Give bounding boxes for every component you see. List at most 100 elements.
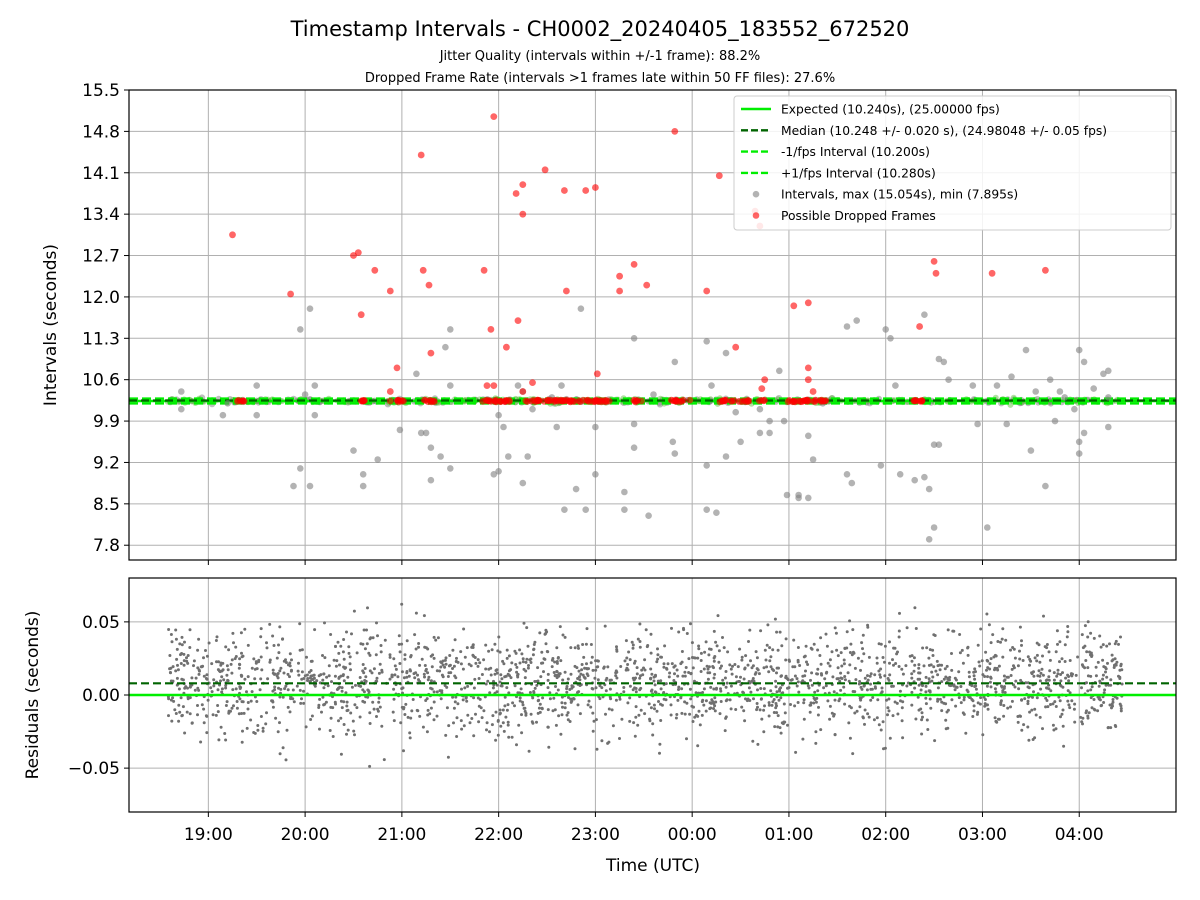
residual-point	[901, 700, 905, 704]
residual-point	[879, 728, 883, 732]
residual-point	[358, 676, 362, 679]
residual-point	[427, 675, 431, 679]
residual-point	[801, 679, 805, 683]
residual-point	[186, 686, 189, 690]
residual-point	[986, 666, 990, 670]
residual-point	[992, 655, 996, 659]
interval-point	[1075, 438, 1083, 446]
residual-point	[506, 720, 510, 724]
residual-point	[668, 671, 672, 675]
residual-point	[932, 633, 936, 637]
residual-point	[238, 663, 242, 667]
residual-point	[587, 699, 591, 703]
residual-point	[591, 711, 595, 715]
residual-point	[766, 623, 770, 627]
residual-point	[259, 635, 263, 639]
residual-point	[568, 720, 572, 723]
residual-point	[659, 719, 663, 722]
residual-point	[300, 697, 303, 701]
x-tick-label: 03:00	[958, 825, 1007, 845]
residual-point	[649, 706, 653, 710]
residual-point	[887, 709, 891, 713]
residual-point	[839, 688, 843, 692]
residual-point	[667, 675, 671, 679]
residual-point	[779, 696, 783, 700]
residual-point	[837, 699, 841, 703]
residual-point	[676, 698, 680, 702]
residual-point	[1045, 686, 1049, 690]
residual-point	[171, 665, 175, 669]
residual-point	[743, 667, 747, 671]
residual-point	[521, 660, 525, 664]
residual-point	[329, 633, 333, 636]
residual-point	[828, 664, 832, 668]
residual-point	[1104, 670, 1107, 674]
residual-point	[1114, 725, 1118, 728]
residual-point	[691, 666, 695, 670]
residual-point	[1097, 684, 1101, 688]
residual-point	[942, 677, 946, 681]
residual-point	[288, 652, 292, 656]
residual-point	[957, 696, 961, 700]
residual-point	[615, 648, 619, 651]
residual-point	[636, 723, 640, 727]
residual-point	[888, 736, 892, 740]
residual-point	[1072, 707, 1076, 711]
residual-point	[759, 687, 763, 690]
residual-point	[848, 736, 852, 740]
residual-point	[518, 648, 522, 652]
residual-point	[240, 712, 244, 715]
residual-point	[461, 698, 465, 702]
residual-point	[855, 709, 859, 713]
legend-label: Median (10.248 +/- 0.020 s), (24.98048 +…	[781, 124, 1107, 138]
residual-point	[967, 670, 971, 674]
residual-point	[546, 708, 550, 712]
residual-point	[1068, 691, 1072, 695]
interval-point	[519, 479, 527, 487]
residual-point	[365, 642, 369, 646]
top-y-tick-label: 12.0	[82, 288, 120, 308]
residual-point	[246, 675, 250, 679]
residual-point	[988, 662, 992, 666]
residual-point	[178, 642, 182, 646]
residual-point	[615, 676, 619, 680]
residual-point	[891, 714, 895, 718]
residual-point	[861, 647, 864, 651]
residual-point	[513, 704, 516, 708]
residual-point	[516, 675, 520, 679]
residual-point	[596, 678, 600, 682]
residual-point	[555, 660, 559, 663]
residual-point	[368, 653, 372, 657]
residual-point	[851, 628, 855, 632]
residual-point	[813, 690, 817, 694]
residual-point	[461, 667, 465, 671]
residual-point	[639, 686, 643, 690]
residual-point	[525, 657, 529, 661]
residual-point	[378, 662, 382, 666]
residual-point	[402, 676, 406, 680]
residual-point	[819, 636, 823, 640]
residual-point	[604, 712, 607, 716]
residual-point	[439, 697, 443, 701]
residual-point	[763, 648, 767, 652]
residual-point	[515, 743, 518, 747]
dropped-frame-point	[930, 258, 938, 265]
residual-point	[397, 642, 401, 646]
residual-point	[332, 658, 336, 662]
residual-point	[321, 654, 324, 657]
residual-point	[168, 654, 172, 657]
residual-point	[765, 643, 769, 647]
residual-point	[476, 664, 480, 668]
interval-point	[1056, 388, 1064, 395]
residual-point	[352, 609, 356, 613]
residual-point	[946, 628, 950, 632]
residual-point	[876, 698, 880, 702]
residual-point	[986, 675, 989, 679]
residual-point	[510, 661, 514, 665]
residual-point	[559, 659, 563, 663]
residual-point	[590, 655, 594, 659]
residual-point	[305, 655, 308, 659]
residual-point	[958, 633, 962, 636]
residual-point	[1051, 723, 1055, 727]
residual-point	[578, 678, 582, 682]
